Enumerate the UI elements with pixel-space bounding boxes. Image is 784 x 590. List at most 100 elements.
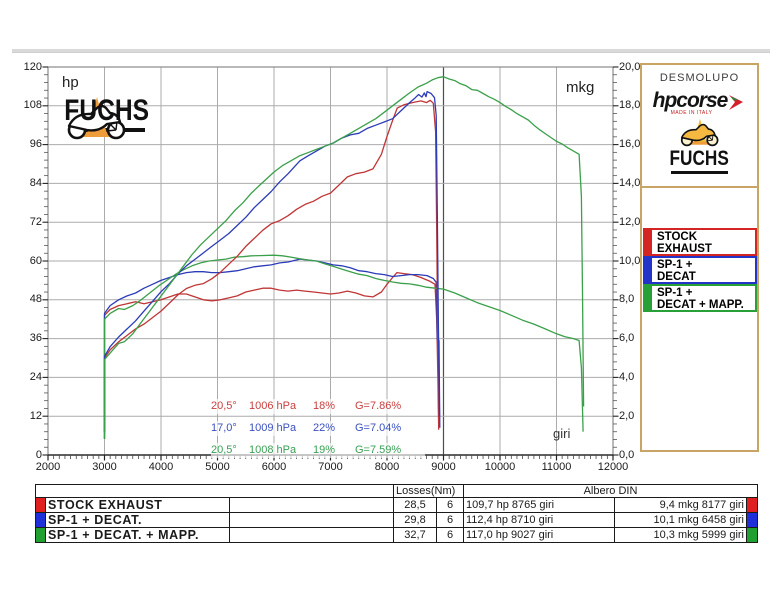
rpm-tick-5000: 5000 — [205, 461, 230, 473]
curve-sp-1-decat-mapp-torque — [103, 254, 584, 432]
table-row-2: SP-1 + DECAT. + MAPP. 32,7 6 117,0 hp 9027 … — [35, 527, 758, 543]
rpm-tick-2000: 2000 — [35, 461, 61, 473]
legend-color-bar — [645, 230, 652, 254]
table-header-albero-din: Albero DIN — [463, 484, 758, 498]
table-row-1: SP-1 + DECAT. 29,8 6 112,4 hp 8710 giri 10,1… — [35, 512, 758, 528]
anno-temp: 20,5° — [211, 444, 237, 456]
brand-legend-panel: DESMOLUPO hpcorse MADE IN ITALY — [640, 63, 759, 452]
legend-label: SP-1 + DECAT — [652, 258, 696, 283]
fuchs-logo-text: FUCHS — [64, 94, 150, 127]
legend-label-line2: DECAT + MAPP. — [657, 299, 744, 311]
table-cell-4: 6 — [436, 512, 464, 528]
table-cell-5: 117,0 hp 9027 giri — [463, 527, 615, 543]
table-cell-3: 32,7 — [393, 527, 437, 543]
hp-tick-0: 0 — [35, 448, 42, 461]
curve-legend: STOCK EXHAUST SP-1 + DECAT SP-1 + DECAT + MAP… — [643, 228, 757, 312]
table-cell-4: 6 — [436, 497, 464, 513]
brand-logos-section: DESMOLUPO hpcorse MADE IN ITALY — [642, 65, 757, 188]
fuchs-motorcycle-icon-small — [680, 118, 718, 147]
annotation-row-2: 20,5° 1008 hPa 19% G=7.59% — [211, 443, 425, 458]
legend-label-line2: DECAT — [657, 271, 696, 283]
legend-label: STOCK EXHAUST — [652, 230, 712, 255]
mkg-tick-10_0: 10,0 — [619, 254, 641, 267]
table-cell-2 — [229, 527, 394, 543]
table-cell-6: 10,3 mkg 5999 giri — [614, 527, 747, 543]
table-cell-1: SP-1 + DECAT. + MAPP. — [45, 527, 230, 543]
fuchs-logo: FUCHS — [64, 94, 150, 140]
rpm-tick-10000: 10000 — [484, 461, 516, 473]
row-color-swatch — [746, 527, 758, 543]
mkg-tick-16_0: 16,0 — [619, 138, 641, 151]
hp-tick-72: 72 — [29, 215, 42, 228]
mkg-tick-18_0: 18,0 — [619, 99, 641, 112]
table-cell-5: 109,7 hp 8765 giri — [463, 497, 615, 513]
row-color-swatch — [35, 512, 46, 528]
rpm-tick-6000: 6000 — [261, 461, 287, 473]
mkg-tick-2_0: 2,0 — [619, 409, 635, 422]
row-color-swatch — [35, 497, 46, 513]
rpm-tick-7000: 7000 — [318, 461, 343, 473]
fuchs-logo-small-text: FUCHS — [669, 147, 730, 170]
row-color-swatch — [35, 527, 46, 543]
table-header-row: Losses(Nm) Albero DIN — [35, 484, 758, 498]
anno-g: G=7.04% — [355, 422, 402, 434]
legend-label-line2: EXHAUST — [657, 243, 712, 255]
hp-tick-36: 36 — [29, 332, 42, 345]
table-cell-2 — [229, 512, 394, 528]
mkg-axis-label: mkg — [566, 79, 595, 96]
mkg-tick-0_0: 0,0 — [619, 448, 635, 461]
curve-sp-1-decat-hp — [103, 90, 441, 439]
hp-axis-label: hp — [62, 74, 79, 91]
curve-stock-exhaust-hp — [103, 99, 440, 439]
table-cell-6: 10,1 mkg 6458 giri — [614, 512, 747, 528]
top-divider — [12, 49, 770, 53]
legend-label-line1: SP-1 + — [657, 259, 693, 271]
table-header-empty — [35, 484, 394, 498]
table-cell-2 — [229, 497, 394, 513]
table-header-losses: Losses(Nm) — [393, 484, 464, 498]
dyno-plot: hp mkg giri FUCHS 20,5° 1006 hPa 18% G=7.86… — [42, 66, 619, 461]
anno-g: G=7.86% — [355, 400, 402, 412]
rpm-tick-9000: 9000 — [431, 461, 456, 473]
anno-hum: 19% — [313, 444, 336, 456]
results-table: Losses(Nm) Albero DIN STOCK EXHAUST 28,5 6 10… — [35, 484, 758, 543]
giri-axis-label: giri — [553, 426, 571, 441]
rpm-tick-8000: 8000 — [374, 461, 400, 473]
table-cell-1: STOCK EXHAUST — [45, 497, 230, 513]
table-cell-6: 9,4 mkg 8177 giri — [614, 497, 747, 513]
anno-pres: 1006 hPa — [249, 400, 297, 412]
rpm-tick-3000: 3000 — [92, 461, 117, 473]
made-in-italy-text: MADE IN ITALY — [670, 110, 713, 116]
mkg-tick-4_0: 4,0 — [619, 370, 635, 383]
anno-pres: 1009 hPa — [249, 422, 297, 434]
table-cell-5: 112,4 hp 8710 giri — [463, 512, 615, 528]
hp-tick-108: 108 — [23, 99, 42, 112]
rpm-tick-4000: 4000 — [148, 461, 174, 473]
rpm-tick-11000: 11000 — [541, 461, 572, 473]
legend-color-bar — [645, 286, 652, 310]
rpm-tick-12000: 12000 — [597, 461, 629, 473]
hpcorse-logo-text: hpcorse — [652, 89, 729, 112]
legend-entry-0: STOCK EXHAUST — [643, 228, 757, 256]
legend-color-bar — [645, 258, 652, 282]
mkg-tick-14_0: 14,0 — [619, 176, 641, 189]
legend-label-line1: STOCK — [657, 231, 698, 243]
desmolupo-title: DESMOLUPO — [659, 72, 740, 84]
legend-label: SP-1 + DECAT + MAPP. — [652, 286, 744, 311]
mkg-tick-12_0: 12,0 — [619, 215, 641, 228]
mkg-tick-20_0: 20,0 — [619, 60, 641, 73]
row-color-swatch — [746, 497, 758, 513]
curve-sp-1-decat-mapp-hp — [103, 76, 585, 439]
hp-tick-48: 48 — [29, 293, 42, 306]
hp-tick-120: 120 — [23, 60, 42, 73]
fuchs-motorcycle-icon — [67, 97, 126, 140]
annotation-row-0: 20,5° 1006 hPa 18% G=7.86% — [211, 399, 425, 414]
hpcorse-arrow-icon — [729, 95, 744, 110]
hp-tick-84: 84 — [29, 176, 42, 189]
hpcorse-logo: hpcorse MADE IN ITALY — [653, 90, 747, 116]
hp-tick-24: 24 — [29, 370, 42, 383]
dyno-curves-svg — [42, 66, 619, 461]
anno-hum: 18% — [313, 400, 336, 412]
table-cell-3: 28,5 — [393, 497, 437, 513]
mkg-tick-6_0: 6,0 — [619, 332, 635, 345]
